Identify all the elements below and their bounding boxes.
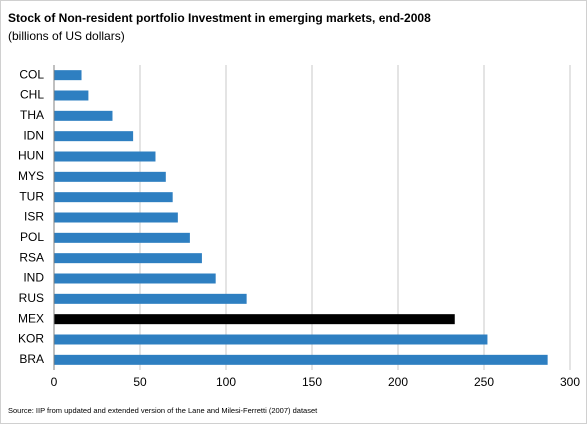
x-tick-label: 200	[388, 375, 408, 389]
x-tick-label: 50	[133, 375, 147, 389]
chart-title: Stock of Non-resident portfolio Investme…	[8, 11, 431, 25]
y-tick-label: POL	[20, 230, 44, 244]
x-tick-label: 0	[51, 375, 58, 389]
y-tick-label: RSA	[19, 250, 44, 264]
bar	[54, 70, 82, 81]
x-tick-label: 300	[560, 375, 580, 389]
bar	[54, 192, 173, 203]
bar	[54, 354, 548, 365]
x-tick-label: 250	[474, 375, 494, 389]
y-tick-label: THA	[20, 108, 44, 122]
bar	[54, 151, 156, 162]
y-tick-label: IND	[23, 271, 44, 285]
bar	[54, 334, 488, 345]
bar	[54, 314, 455, 325]
bar	[54, 171, 166, 182]
y-tick-label: TUR	[19, 189, 44, 203]
y-tick-label: HUN	[18, 149, 44, 163]
y-tick-label: COL	[19, 67, 44, 81]
x-tick-label: 100	[216, 375, 236, 389]
source-note: Source: IIP from updated and extended ve…	[8, 406, 318, 415]
bar	[54, 90, 89, 101]
y-tick-label: ISR	[24, 210, 44, 224]
bar	[54, 293, 247, 304]
y-tick-label: RUS	[19, 291, 44, 305]
y-tick-label: BRA	[19, 352, 44, 366]
bar	[54, 110, 113, 121]
bar	[54, 212, 178, 223]
x-tick-label: 150	[302, 375, 322, 389]
y-tick-label: MEX	[18, 311, 44, 325]
bar	[54, 253, 202, 264]
y-tick-label: IDN	[23, 128, 44, 142]
chart-subtitle: (billions of US dollars)	[8, 29, 125, 43]
y-tick-label: KOR	[18, 332, 44, 346]
y-tick-label: MYS	[18, 169, 44, 183]
bar	[54, 273, 216, 284]
bar	[54, 232, 190, 243]
bar	[54, 131, 134, 142]
y-tick-label: CHL	[20, 88, 44, 102]
